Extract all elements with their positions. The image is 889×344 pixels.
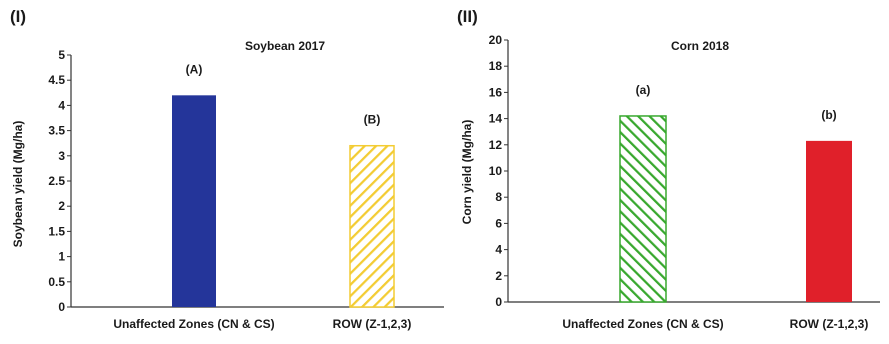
y-tick-label: 18: [489, 59, 503, 73]
panel-label-soybean: (I): [10, 7, 26, 26]
y-tick-label: 4: [495, 243, 502, 257]
bar-label-corn-1: (a): [636, 83, 651, 97]
y-tick-label: 6: [495, 216, 502, 230]
y-tick-label: 2: [58, 199, 65, 213]
y-tick-label: 0: [495, 295, 502, 309]
bar-label-corn-2: (b): [821, 108, 836, 122]
y-tick-label: 5: [58, 48, 65, 62]
y-axis-label-corn: Corn yield (Mg/ha): [460, 120, 474, 225]
x-category-label: ROW (Z-1,2,3): [333, 317, 412, 331]
y-tick-label: 0.5: [48, 275, 65, 289]
y-tick-label: 2.5: [48, 174, 65, 188]
x-category-label: ROW (Z-1,2,3): [790, 317, 869, 331]
chart-title-corn: Corn 2018: [671, 39, 729, 53]
y-tick-label: 8: [495, 190, 502, 204]
x-category-label: Unaffected Zones (CN & CS): [113, 317, 274, 331]
y-tick-label: 14: [489, 112, 503, 126]
panel-soybean-2017: (I) Soybean 2017 Soybean yield (Mg/ha) 0…: [10, 7, 444, 331]
bars-soybean: (A) Unaffected Zones (CN & CS) (B) ROW (Z-1…: [113, 62, 411, 331]
bar-label-soybean-1: (A): [186, 62, 203, 76]
y-ticks-corn: 0 2 4 6 8 10 12 14 16 18 20: [489, 33, 508, 309]
panel-corn-2018: (II) Corn 2018 Corn yield (Mg/ha) 0 2 4 6 8 1…: [457, 7, 880, 331]
y-tick-label: 4: [58, 98, 65, 112]
y-ticks-soybean: 0 0.5 1 1.5 2 2.5 3 3.5 4 4.5 5: [48, 48, 71, 314]
y-tick-label: 1: [58, 250, 65, 264]
bars-corn: (a) Unaffected Zones (CN & CS) (b) ROW (Z-1…: [562, 83, 868, 331]
bar-label-soybean-2: (B): [364, 113, 381, 127]
y-tick-label: 10: [489, 164, 503, 178]
y-tick-label: 2: [495, 269, 502, 283]
bar-soybean-1: [172, 95, 216, 307]
y-tick-label: 3.5: [48, 124, 65, 138]
y-axis-label-soybean: Soybean yield (Mg/ha): [11, 121, 25, 248]
bar-corn-2: [806, 140, 852, 302]
panel-label-corn: (II): [457, 7, 478, 26]
y-tick-label: 3: [58, 149, 65, 163]
y-tick-label: 16: [489, 85, 503, 99]
y-tick-label: 1.5: [48, 224, 65, 238]
y-tick-label: 0: [58, 300, 65, 314]
bar-soybean-2: [349, 144, 395, 308]
bar-corn-1: [619, 115, 667, 303]
y-tick-label: 20: [489, 33, 503, 47]
x-category-label: Unaffected Zones (CN & CS): [562, 317, 723, 331]
y-tick-label: 4.5: [48, 73, 65, 87]
chart-title-soybean: Soybean 2017: [245, 39, 325, 53]
y-tick-label: 12: [489, 138, 503, 152]
